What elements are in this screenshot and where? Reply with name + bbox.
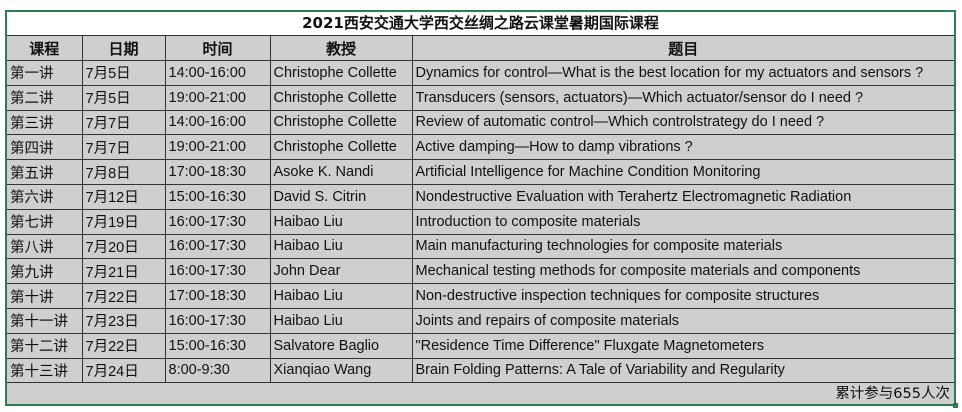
table-row: 第二讲 7月5日 19:00-21:00 Christophe Collette Tra… — [7, 84, 954, 111]
cell-professor[interactable]: Haibao Liu — [269, 283, 413, 309]
cell-topic[interactable]: Introduction to composite materials — [411, 208, 954, 235]
cell-course[interactable]: 第四讲 — [7, 134, 83, 161]
cell-course[interactable]: 第六讲 — [7, 183, 83, 210]
cell-time[interactable]: 8:00-9:30 — [164, 357, 271, 384]
table-row: 第三讲 7月7日 14:00-16:00 Christophe Collette Rev… — [7, 109, 954, 136]
cell-time[interactable]: 19:00-21:00 — [164, 134, 271, 161]
cell-professor[interactable]: Christophe Collette — [269, 134, 413, 161]
table-title: 2021西安交通大学西交丝绸之路云课堂暑期国际课程 — [7, 12, 954, 36]
cell-date[interactable]: 7月7日 — [81, 134, 166, 161]
cell-course[interactable]: 第三讲 — [7, 109, 83, 136]
cell-topic[interactable]: Main manufacturing technologies for comp… — [411, 233, 954, 260]
cell-professor[interactable]: Xianqiao Wang — [269, 357, 413, 384]
cell-date[interactable]: 7月5日 — [81, 84, 166, 111]
attendance-total: 累计参与655人次 — [835, 386, 950, 403]
header-date: 日期 — [81, 36, 166, 61]
table-row: 第一讲 7月5日 14:00-16:00 Christophe Collette Dyn… — [7, 60, 954, 86]
cell-date[interactable]: 7月23日 — [81, 307, 166, 334]
header-time: 时间 — [164, 36, 271, 61]
cell-topic[interactable]: Non-destructive inspection techniques fo… — [411, 283, 954, 309]
schedule-grid: 课程 日期 时间 教授 题目 第一讲 7月5日 14:00-16:00 Christophe … — [7, 36, 954, 384]
cell-topic[interactable]: Active damping—How to damp vibrations ? — [411, 134, 954, 161]
cell-date[interactable]: 7月22日 — [81, 332, 166, 359]
cell-topic[interactable]: Brain Folding Patterns: A Tale of Variab… — [411, 357, 954, 384]
cell-date[interactable]: 7月20日 — [81, 233, 166, 260]
selection-fill-handle[interactable] — [953, 403, 958, 408]
cell-professor[interactable]: Christophe Collette — [269, 84, 413, 111]
cell-topic[interactable]: Dynamics for control—What is the best lo… — [411, 60, 954, 86]
cell-topic[interactable]: Mechanical testing methods for composite… — [411, 258, 954, 285]
table-row: 第九讲 7月21日 16:00-17:30 John Dear Mechanical t… — [7, 258, 954, 285]
cell-date[interactable]: 7月7日 — [81, 109, 166, 136]
cell-topic[interactable]: Joints and repairs of composite material… — [411, 307, 954, 334]
cell-time[interactable]: 16:00-17:30 — [164, 233, 271, 260]
cell-course[interactable]: 第八讲 — [7, 233, 83, 260]
cell-course[interactable]: 第五讲 — [7, 159, 83, 185]
cell-course[interactable]: 第十讲 — [7, 283, 83, 309]
cell-date[interactable]: 7月21日 — [81, 258, 166, 285]
table-row: 第十一讲 7月23日 16:00-17:30 Haibao Liu Joints and… — [7, 307, 954, 334]
cell-course[interactable]: 第十二讲 — [7, 332, 83, 359]
cell-date[interactable]: 7月8日 — [81, 159, 166, 185]
table-row: 第十三讲 7月24日 8:00-9:30 Xianqiao Wang Brain Fol… — [7, 357, 954, 384]
cell-time[interactable]: 16:00-17:30 — [164, 307, 271, 334]
cell-course[interactable]: 第十一讲 — [7, 307, 83, 334]
cell-date[interactable]: 7月24日 — [81, 357, 166, 384]
table-row: 第八讲 7月20日 16:00-17:30 Haibao Liu Main manufa… — [7, 233, 954, 260]
cell-topic[interactable]: Transducers (sensors, actuators)—Which a… — [411, 84, 954, 111]
header-course: 课程 — [7, 36, 83, 61]
cell-time[interactable]: 14:00-16:00 — [164, 60, 271, 86]
header-row: 课程 日期 时间 教授 题目 — [7, 36, 954, 61]
cell-time[interactable]: 17:00-18:30 — [164, 283, 271, 309]
table-row: 第十二讲 7月22日 15:00-16:30 Salvatore Baglio "Res… — [7, 332, 954, 359]
cell-time[interactable]: 14:00-16:00 — [164, 109, 271, 136]
cell-professor[interactable]: Salvatore Baglio — [269, 332, 413, 359]
cell-date[interactable]: 7月19日 — [81, 208, 166, 235]
header-topic: 题目 — [411, 36, 954, 61]
cell-course[interactable]: 第七讲 — [7, 208, 83, 235]
cell-time[interactable]: 16:00-17:30 — [164, 208, 271, 235]
cell-professor[interactable]: Haibao Liu — [269, 208, 413, 235]
cell-time[interactable]: 19:00-21:00 — [164, 84, 271, 111]
table-row: 第六讲 7月12日 15:00-16:30 David S. Citrin Nondes… — [7, 183, 954, 210]
header-professor: 教授 — [269, 36, 413, 61]
cell-course[interactable]: 第九讲 — [7, 258, 83, 285]
cell-professor[interactable]: David S. Citrin — [269, 183, 413, 210]
cell-time[interactable]: 16:00-17:30 — [164, 258, 271, 285]
cell-professor[interactable]: Haibao Liu — [269, 233, 413, 260]
cell-professor[interactable]: John Dear — [269, 258, 413, 285]
cell-professor[interactable]: Haibao Liu — [269, 307, 413, 334]
cell-professor[interactable]: Christophe Collette — [269, 109, 413, 136]
cell-topic[interactable]: Nondestructive Evaluation with Terahertz… — [411, 183, 954, 210]
cell-professor[interactable]: Christophe Collette — [269, 60, 413, 86]
cell-topic[interactable]: Review of automatic control—Which contro… — [411, 109, 954, 136]
cell-time[interactable]: 17:00-18:30 — [164, 159, 271, 185]
cell-time[interactable]: 15:00-16:30 — [164, 183, 271, 210]
table-row: 第四讲 7月7日 19:00-21:00 Christophe Collette Act… — [7, 134, 954, 161]
table-row: 第五讲 7月8日 17:00-18:30 Asoke K. Nandi Artifici… — [7, 159, 954, 185]
table-row: 第七讲 7月19日 16:00-17:30 Haibao Liu Introductio… — [7, 208, 954, 235]
cell-date[interactable]: 7月22日 — [81, 283, 166, 309]
course-schedule-table: 2021西安交通大学西交丝绸之路云课堂暑期国际课程 课程 日期 时间 教授 题目 第一讲… — [5, 10, 958, 408]
cell-date[interactable]: 7月5日 — [81, 60, 166, 86]
cell-course[interactable]: 第一讲 — [7, 60, 83, 86]
cell-topic[interactable]: "Residence Time Difference" Fluxgate Mag… — [411, 332, 954, 359]
cell-professor[interactable]: Asoke K. Nandi — [269, 159, 413, 185]
table-row: 第十讲 7月22日 17:00-18:30 Haibao Liu Non-destruc… — [7, 283, 954, 309]
cell-time[interactable]: 15:00-16:30 — [164, 332, 271, 359]
cell-date[interactable]: 7月12日 — [81, 183, 166, 210]
cell-topic[interactable]: Artificial Intelligence for Machine Cond… — [411, 159, 954, 185]
cell-course[interactable]: 第十三讲 — [7, 357, 83, 384]
cell-course[interactable]: 第二讲 — [7, 84, 83, 111]
